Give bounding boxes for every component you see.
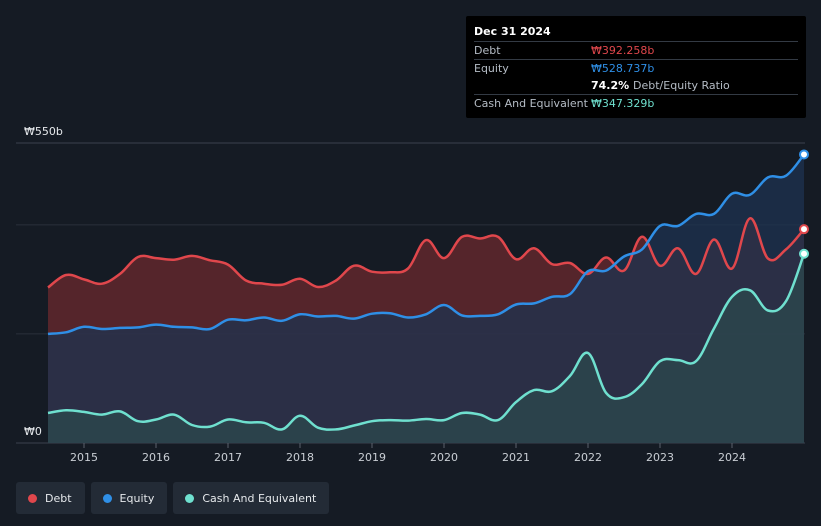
cash-dot-icon <box>185 493 195 503</box>
cash-area <box>48 253 804 443</box>
x-tick-label-2020: 2020 <box>430 451 458 464</box>
y-axis-bottom-label: ₩0 <box>24 425 42 438</box>
tooltip-row-debt: Debt ₩392.258b <box>474 41 798 59</box>
tooltip-equity-label: Equity <box>474 62 509 75</box>
tooltip-debt-value: ₩392.258b <box>591 44 655 57</box>
tooltip-cash-value: ₩347.329b <box>591 97 655 110</box>
tooltip-row-ratio: 74.2% Debt/Equity Ratio <box>474 77 798 94</box>
tooltip-debt-label: Debt <box>474 44 501 57</box>
legend-cash-label: Cash And Equivalent <box>202 491 317 505</box>
tooltip-equity-value: ₩528.737b <box>591 62 655 75</box>
tooltip-ratio-value: 74.2% <box>591 79 630 92</box>
legend-equity-label: Equity <box>119 491 155 505</box>
x-axis-ticks: 2015 2016 2017 2018 2019 2020 2021 2022 2023 2024 <box>70 443 746 464</box>
tooltip-ratio: 74.2% Debt/Equity Ratio <box>591 77 730 94</box>
tooltip-date: Dec 31 2024 <box>474 25 551 38</box>
legend-item-debt[interactable]: Debt <box>16 482 85 514</box>
x-tick-label-2022: 2022 <box>574 451 602 464</box>
x-tick-label-2018: 2018 <box>286 451 314 464</box>
equity-area <box>48 154 804 443</box>
tooltip-ratio-label: Debt/Equity Ratio <box>633 79 730 92</box>
series-end-markers <box>799 149 809 259</box>
tooltip-row-equity: Equity ₩528.737b <box>474 59 798 77</box>
chart-tooltip: Dec 31 2024 Debt ₩392.258b Equity ₩528.7… <box>466 16 806 118</box>
cash-end-marker <box>799 248 809 259</box>
x-tick-label-2021: 2021 <box>502 451 530 464</box>
y-axis-top-label: ₩550b <box>24 125 63 138</box>
x-tick-label-2019: 2019 <box>358 451 386 464</box>
x-tick-label-2016: 2016 <box>142 451 170 464</box>
debt-dot-icon <box>28 493 37 503</box>
x-tick-label-2023: 2023 <box>646 451 674 464</box>
x-tick-label-2017: 2017 <box>214 451 242 464</box>
legend-item-equity[interactable]: Equity <box>90 482 168 514</box>
equity-dot-icon <box>102 493 112 503</box>
tooltip-row-cash: Cash And Equivalent ₩347.329b <box>474 94 798 112</box>
chart-legend: Debt Equity Cash And Equivalent <box>16 482 330 514</box>
series-areas <box>48 154 804 443</box>
x-tick-label-2015: 2015 <box>70 451 98 464</box>
series-lines <box>47 153 806 431</box>
x-tick-label-2024: 2024 <box>718 451 746 464</box>
legend-debt-label: Debt <box>45 491 72 505</box>
equity-line <box>47 153 805 336</box>
debt-line <box>47 217 805 289</box>
equity-end-marker <box>799 149 809 160</box>
cash-line <box>47 253 806 431</box>
debt-end-marker <box>799 224 809 235</box>
tooltip-cash-label: Cash And Equivalent <box>474 97 588 110</box>
legend-item-cash[interactable]: Cash And Equivalent <box>173 482 330 514</box>
